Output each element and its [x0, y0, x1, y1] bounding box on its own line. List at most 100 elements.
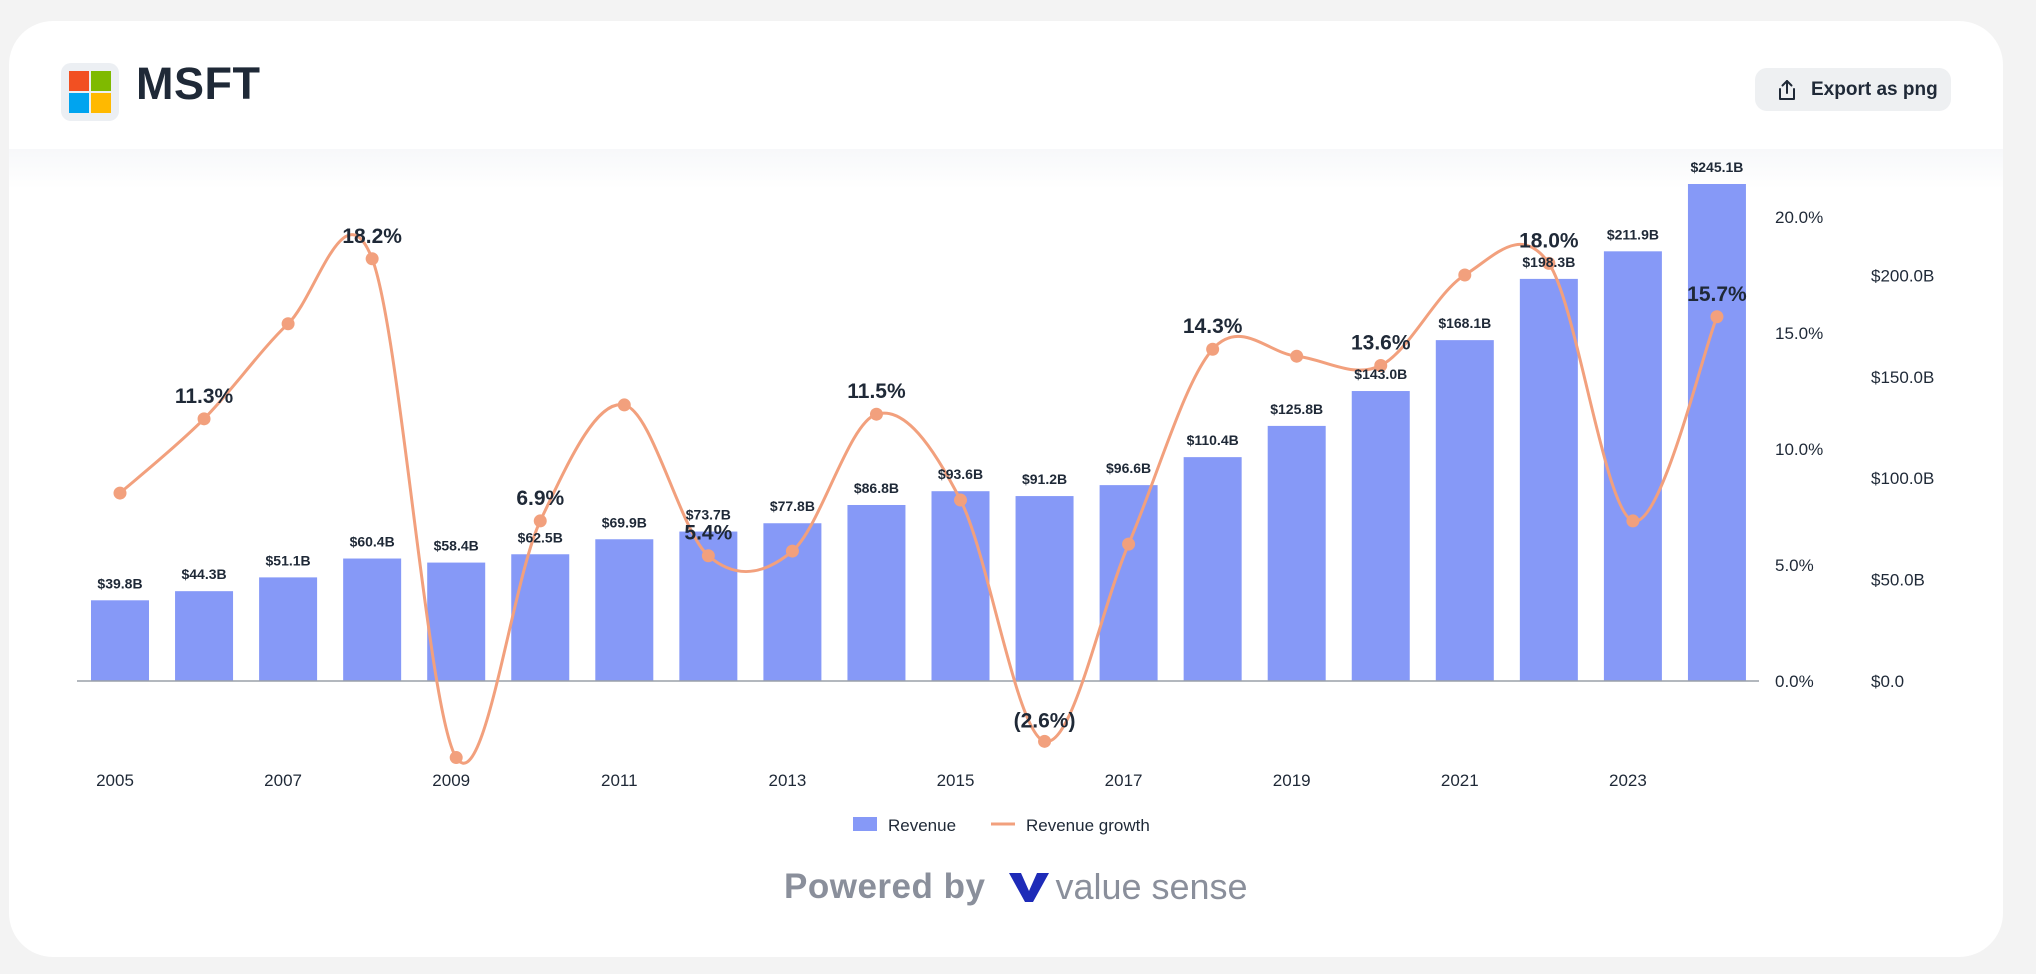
revenue-growth-point: [701, 549, 715, 563]
revenue-bar: [847, 504, 906, 681]
growth-value-label: 18.0%: [1519, 229, 1579, 252]
revenue-bar-label: $168.1B: [1438, 315, 1491, 331]
revenue-growth-point: [1038, 734, 1052, 748]
revenue-bar-label: $86.8B: [854, 480, 899, 496]
revenue-bar: [259, 577, 318, 681]
revenue-bar: [511, 554, 570, 681]
growth-axis-tick-label: 0.0%: [1775, 672, 1814, 691]
revenue-bar: [1351, 391, 1410, 681]
revenue-growth-point: [365, 252, 379, 266]
logo-blue-square: [69, 93, 89, 113]
growth-axis-tick-label: 5.0%: [1775, 556, 1814, 575]
growth-axis-tick-label: 10.0%: [1775, 440, 1823, 459]
revenue-bar-label: $91.2B: [1022, 471, 1067, 487]
growth-value-labels: 11.3% 18.2% 6.9% 5.4% 11.5% (2.6%) 14.3% 13.6% 1…: [175, 225, 1747, 733]
growth-value-label: 11.5%: [847, 380, 906, 403]
revenue-growth-point: [785, 544, 799, 558]
revenue-growth-points: [113, 252, 1724, 765]
growth-value-label: 18.2%: [342, 225, 402, 248]
legend-growth-label: Revenue growth: [1026, 816, 1150, 835]
growth-value-label: 14.3%: [1183, 315, 1243, 338]
revenue-axis-tick-label: $50.0B: [1871, 571, 1925, 590]
revenue-bar: [427, 562, 486, 681]
growth-value-label: 13.6%: [1351, 331, 1411, 354]
revenue-growth-point: [197, 412, 211, 426]
revenue-axis-tick-label: $100.0B: [1871, 469, 1934, 488]
growth-value-label: (2.6%): [1014, 709, 1076, 732]
x-axis-tick-label: 2017: [1105, 771, 1143, 790]
microsoft-logo-icon: [61, 63, 119, 121]
revenue-growth-point: [113, 486, 127, 500]
chart-card: MSFT Export as png $39.8B $44.3B $51.1B $60…: [9, 21, 2003, 957]
revenue-bar: [1015, 496, 1074, 681]
legend-revenue-label: Revenue: [888, 816, 956, 835]
revenue-bar: [931, 491, 990, 681]
revenue-axis-tick-label: $200.0B: [1871, 266, 1934, 285]
revenue-growth-point: [449, 751, 463, 765]
revenue-growth-point: [1710, 310, 1724, 324]
revenue-bar: [1183, 457, 1242, 681]
revenue-axis-tick-label: $150.0B: [1871, 368, 1934, 387]
revenue-bar-label: $211.9B: [1607, 226, 1659, 242]
page-title: MSFT: [136, 58, 261, 109]
revenue-bar-label: $73.7B: [686, 507, 731, 523]
revenue-bar-label: $58.4B: [434, 538, 479, 554]
x-axis-tick-label: 2009: [432, 771, 470, 790]
revenue-bar: [175, 591, 234, 681]
revenue-growth-point: [1290, 349, 1304, 363]
export-button[interactable]: Export as png: [1755, 68, 1951, 111]
growth-value-label: 15.7%: [1687, 283, 1747, 306]
revenue-bar: [1435, 340, 1494, 681]
revenue-bar-label: $62.5B: [518, 529, 563, 545]
share-export-icon: [1779, 79, 1795, 100]
x-axis-tick-label: 2021: [1441, 771, 1479, 790]
logo-red-square: [69, 71, 89, 91]
revenue-bar-label: $69.9B: [602, 514, 647, 530]
revenue-bar-label: $110.4B: [1187, 432, 1239, 448]
revenue-growth-point: [1542, 256, 1556, 270]
revenue-bar-label: $125.8B: [1270, 401, 1323, 417]
revenue-bar-label: $44.3B: [181, 566, 226, 582]
revenue-bar-label: $51.1B: [266, 552, 311, 568]
chart-legend: Revenue Revenue growth: [853, 816, 1150, 835]
revenue-bar-label: $198.3B: [1522, 254, 1575, 270]
revenue-bar-label: $143.0B: [1354, 366, 1407, 382]
growth-value-label: 6.9%: [516, 487, 564, 510]
growth-value-label: 11.3%: [175, 385, 234, 408]
revenue-bar-labels: $39.8B $44.3B $51.1B $60.4B $58.4B $62.5B $69.…: [97, 159, 1743, 591]
revenue-growth-point: [617, 398, 631, 412]
revenue-growth-point: [869, 407, 883, 421]
x-axis-labels: 2005 2007 2009 2011 2013 2015 2017 2019 2021 2023: [96, 771, 1647, 790]
x-axis-tick-label: 2011: [601, 771, 638, 790]
x-axis-tick-label: 2007: [264, 771, 302, 790]
revenue-growth-point: [1374, 358, 1388, 372]
powered-by-footer: Powered by value sense: [784, 866, 1248, 908]
x-axis-tick-label: 2023: [1609, 771, 1647, 790]
revenue-bar-label: $93.6B: [938, 466, 983, 482]
revenue-bars: [91, 184, 1746, 681]
revenue-bar-label: $77.8B: [770, 498, 815, 514]
growth-axis-tick-label: 20.0%: [1775, 208, 1823, 227]
revenue-axis-tick-label: $0.0: [1871, 672, 1904, 691]
export-button-label: Export as png: [1811, 78, 1938, 100]
logo-yellow-square: [91, 93, 111, 113]
revenue-growth-point: [533, 514, 547, 528]
logo-green-square: [91, 71, 111, 91]
powered-by-label: Powered by: [784, 867, 986, 906]
x-axis-tick-label: 2015: [937, 771, 975, 790]
revenue-bar: [91, 600, 149, 681]
x-axis-tick-label: 2005: [96, 771, 134, 790]
revenue-bar: [1519, 278, 1578, 681]
revenue-growth-point: [1206, 342, 1220, 356]
revenue-growth-point: [1122, 537, 1136, 551]
revenue-bar: [343, 558, 402, 681]
brand-name: value sense: [1055, 866, 1248, 907]
revenue-growth-point: [1626, 514, 1640, 528]
revenue-growth-point: [954, 493, 967, 507]
revenue-chart: $39.8B $44.3B $51.1B $60.4B $58.4B $62.5B $69.…: [77, 159, 1934, 835]
revenue-bar-label: $60.4B: [350, 534, 395, 550]
value-sense-v-icon: [1009, 873, 1050, 902]
growth-value-label: 5.4%: [684, 522, 732, 545]
brand-logo[interactable]: value sense: [1007, 866, 1248, 908]
legend-revenue-swatch: [853, 817, 877, 831]
